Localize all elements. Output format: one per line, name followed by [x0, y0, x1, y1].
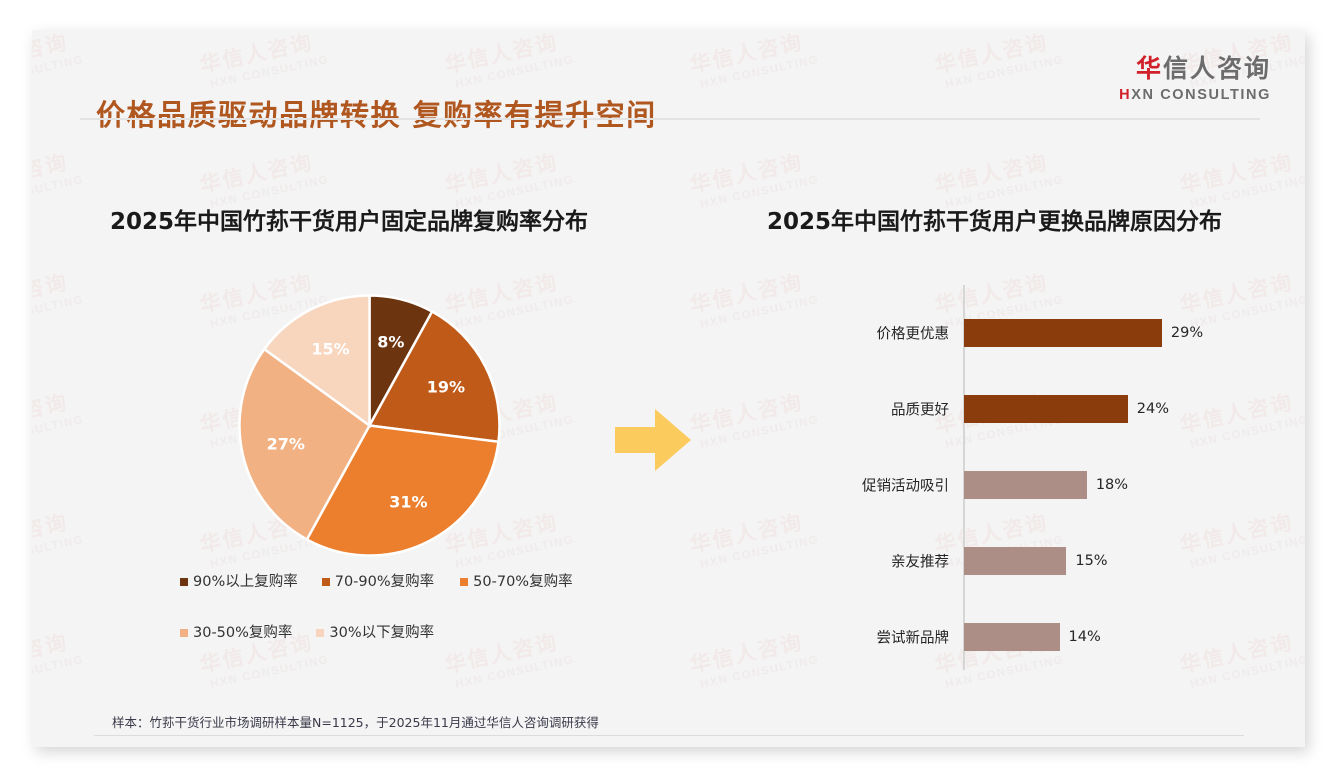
- pie-slice-label: 27%: [266, 434, 305, 454]
- pie-slice: [238, 347, 372, 542]
- bar-category-label: 促销活动吸引: [862, 478, 949, 495]
- logo-cn-red: 华: [1135, 54, 1163, 83]
- pie-slice-label: 15%: [311, 339, 350, 359]
- right-arrow-icon: [615, 406, 691, 474]
- bar-fill[interactable]: [964, 319, 1162, 347]
- bar-fill[interactable]: [964, 623, 1060, 651]
- logo-cn-gray: 信人咨询: [1162, 54, 1271, 83]
- bar-row: 亲友推荐 15%: [767, 545, 1267, 577]
- bar-category-label: 尝试新品牌: [876, 630, 950, 647]
- legend-row: 30-50%复购率 30%以下复购率: [180, 621, 600, 642]
- bar-value-label: 14%: [1068, 629, 1101, 645]
- logo-en-red: H: [1119, 87, 1132, 103]
- legend-row: 90%以上复购率 70-90%复购率 50-70%复购率: [180, 570, 600, 591]
- pie-slice-label: 8%: [377, 332, 405, 352]
- pie-slice-label: 31%: [389, 492, 428, 512]
- logo-english: HXN CONSULTING: [1119, 88, 1271, 103]
- bar-value-label: 18%: [1095, 477, 1129, 493]
- legend-swatch: [321, 577, 330, 586]
- switch-reason-bar-chart: 价格更优惠 29% 品质更好 24% 促销活动吸引 18% 亲友推荐 15% 尝试新品牌 14%: [767, 285, 1267, 670]
- legend-label: 50-70%复购率: [473, 574, 573, 590]
- bar-row: 品质更好 24%: [767, 393, 1267, 425]
- legend-item[interactable]: 90%以上复购率: [180, 570, 298, 591]
- bar-category-label: 价格更优惠: [876, 326, 950, 343]
- pie-slice-label: 19%: [426, 377, 466, 397]
- bar-chart-axis: [963, 285, 965, 670]
- pie-slice: [262, 294, 371, 428]
- legend-item[interactable]: 70-90%复购率: [321, 570, 435, 591]
- bar-value-label: 15%: [1075, 553, 1108, 569]
- arrow-svg: [615, 409, 691, 471]
- bar-row: 促销活动吸引 18%: [767, 469, 1267, 501]
- legend-label: 90%以上复购率: [193, 574, 298, 590]
- bar-row: 尝试新品牌 14%: [767, 621, 1267, 653]
- bar-category-label: 亲友推荐: [891, 554, 949, 571]
- bar-fill[interactable]: [964, 471, 1087, 499]
- pie-legend: 90%以上复购率 70-90%复购率 50-70%复购率 30-50%复购率 30%以下…: [180, 570, 600, 642]
- bar-row: 价格更优惠 29%: [767, 317, 1267, 349]
- legend-item[interactable]: 30-50%复购率: [180, 621, 292, 642]
- legend-label: 30%以下复购率: [329, 625, 435, 641]
- footer-divider: [94, 735, 1244, 736]
- bar-value-label: 24%: [1136, 401, 1169, 417]
- left-chart-title: 2025年中国竹荪干货用户固定品牌复购率分布: [110, 209, 589, 235]
- page-title: 价格品质驱动品牌转换 复购率有提升空间: [96, 98, 657, 132]
- repurchase-pie-chart: 8% 19% 31% 27% 15%: [237, 293, 502, 558]
- sample-note: 样本：竹荪干货行业市场调研样本量N=1125，于2025年11月通过华信人咨询调…: [112, 715, 599, 730]
- legend-item[interactable]: 50-70%复购率: [460, 570, 573, 591]
- legend-item[interactable]: 30%以下复购率: [316, 621, 434, 642]
- legend-label: 70-90%复购率: [334, 574, 435, 590]
- company-logo: 华信人咨询 HXN CONSULTING: [1119, 56, 1271, 103]
- bar-fill[interactable]: [964, 395, 1128, 423]
- logo-chinese: 华信人咨询: [1119, 56, 1271, 81]
- pie-slice: [305, 424, 500, 557]
- legend-swatch: [316, 628, 325, 637]
- legend-swatch: [460, 577, 469, 586]
- pie-svg: [238, 294, 501, 557]
- header-divider: [80, 118, 1260, 120]
- right-chart-title: 2025年中国竹荪干货用户更换品牌原因分布: [767, 209, 1223, 235]
- legend-swatch: [180, 628, 188, 637]
- slide-header: 价格品质驱动品牌转换 复购率有提升空间 华信人咨询 HXN CONSULTING: [32, 30, 1305, 132]
- bar-value-label: 29%: [1170, 325, 1204, 341]
- legend-swatch: [180, 577, 188, 586]
- bar-category-label: 品质更好: [891, 402, 949, 419]
- website-link[interactable]: www.hxrcon.com: [1158, 746, 1269, 747]
- bar-fill[interactable]: [964, 547, 1067, 575]
- legend-label: 30-50%复购率: [193, 625, 293, 641]
- copyright-text: ©2026.1 HXR华信人咨询: [102, 746, 257, 747]
- pie-slice: [367, 309, 501, 444]
- logo-en-gray: XN CONSULTING: [1131, 87, 1271, 103]
